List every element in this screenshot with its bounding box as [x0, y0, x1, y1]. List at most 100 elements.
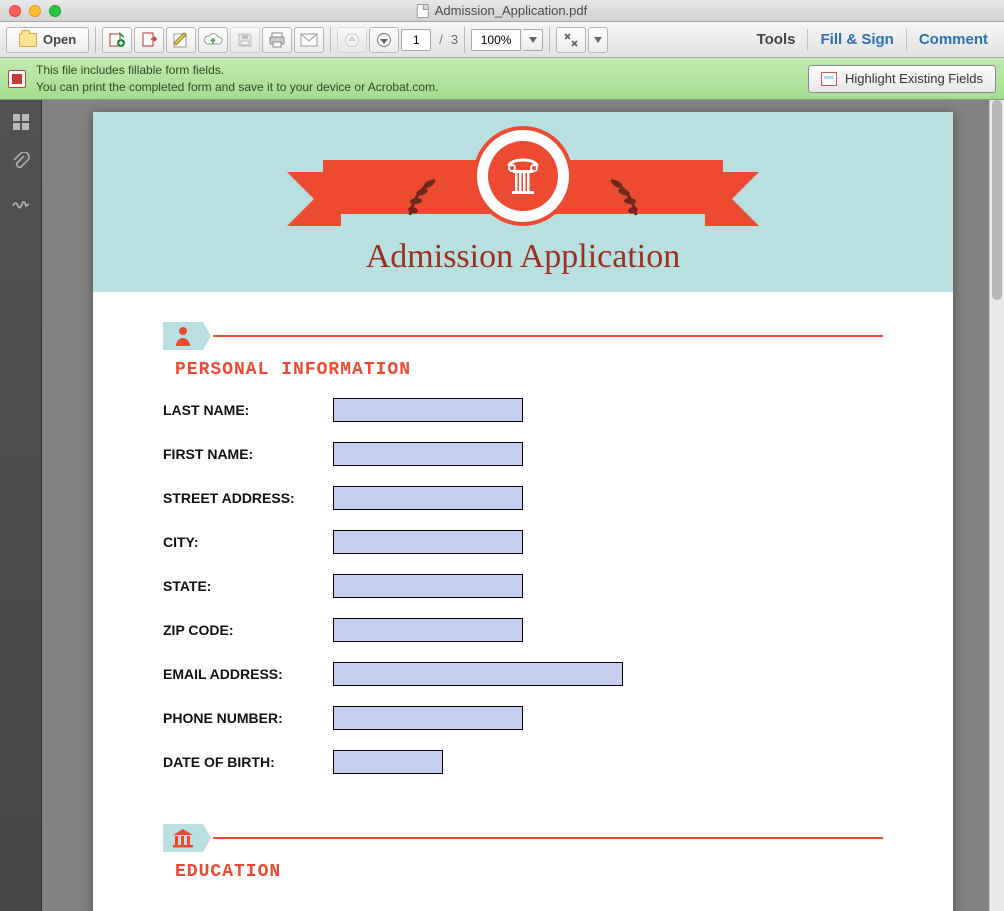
print-button[interactable] — [262, 27, 292, 53]
print-icon — [268, 32, 286, 48]
tools-panel-button[interactable]: Tools — [747, 31, 806, 48]
save-icon — [237, 32, 253, 48]
fill-sign-panel-button[interactable]: Fill & Sign — [810, 31, 903, 48]
section-badge — [163, 824, 203, 852]
document-viewer[interactable]: Admission Application PERSONAL INFORMATI… — [42, 100, 1004, 911]
section-badge — [163, 322, 203, 350]
form-field-input[interactable] — [333, 706, 523, 730]
field-row: LAST NAME: — [163, 398, 883, 422]
field-row: STATE: — [163, 574, 883, 598]
export-pdf-button[interactable] — [134, 27, 164, 53]
toolbar-divider — [906, 29, 907, 51]
edit-icon — [172, 31, 190, 49]
cloud-icon — [203, 32, 223, 48]
toolbar-separator — [330, 27, 331, 53]
laurel-right-icon — [601, 170, 651, 220]
highlight-fields-button[interactable]: Highlight Existing Fields — [808, 65, 996, 93]
export-pdf-icon — [140, 31, 158, 49]
field-row: PHONE NUMBER: — [163, 706, 883, 730]
page-total: 3 — [451, 32, 458, 47]
field-label: PHONE NUMBER: — [163, 710, 333, 726]
form-field-input[interactable] — [333, 618, 523, 642]
section-title: PERSONAL INFORMATION — [175, 360, 883, 380]
window-minimize-button[interactable] — [29, 5, 41, 17]
page-number-input[interactable] — [401, 29, 431, 51]
field-label: STREET ADDRESS: — [163, 490, 333, 506]
institution-icon — [172, 828, 194, 848]
chevron-down-icon — [594, 37, 602, 43]
open-button-label: Open — [43, 32, 76, 47]
signatures-icon[interactable] — [11, 192, 31, 212]
thumbnails-icon[interactable] — [11, 112, 31, 132]
toolbar-divider — [807, 29, 808, 51]
field-row: DATE OF BIRTH: — [163, 750, 883, 774]
document-filename: Admission_Application.pdf — [435, 3, 587, 18]
form-field-input[interactable] — [333, 750, 443, 774]
zoom-dropdown[interactable] — [523, 29, 543, 51]
window-titlebar: Admission_Application.pdf — [0, 0, 1004, 22]
cloud-button[interactable] — [198, 27, 228, 53]
toolbar-separator — [95, 27, 96, 53]
form-field-input[interactable] — [333, 486, 523, 510]
highlight-fields-label: Highlight Existing Fields — [845, 71, 983, 86]
window-close-button[interactable] — [9, 5, 21, 17]
field-label: LAST NAME: — [163, 402, 333, 418]
form-field-input[interactable] — [333, 574, 523, 598]
save-button[interactable] — [230, 27, 260, 53]
page-separator: / — [433, 32, 449, 47]
zoom-input[interactable] — [471, 29, 521, 51]
section-header — [163, 322, 883, 350]
toolbar: Open / 3 Tools Fill & Si — [0, 22, 1004, 58]
create-pdf-button[interactable] — [102, 27, 132, 53]
field-row: CITY: — [163, 530, 883, 554]
form-info-line2: You can print the completed form and sav… — [36, 79, 438, 95]
header-seal — [473, 126, 573, 226]
document-header: Admission Application — [93, 112, 953, 292]
folder-icon — [19, 33, 37, 47]
create-pdf-icon — [108, 31, 126, 49]
email-button[interactable] — [294, 27, 324, 53]
field-label: CITY: — [163, 534, 333, 550]
field-label: EMAIL ADDRESS: — [163, 666, 333, 682]
read-mode-icon — [563, 32, 579, 48]
field-label: FIRST NAME: — [163, 446, 333, 462]
form-info-bar: This file includes fillable form fields.… — [0, 58, 1004, 100]
form-field-input[interactable] — [333, 662, 623, 686]
field-row: FIRST NAME: — [163, 442, 883, 466]
form-field-input[interactable] — [333, 530, 523, 554]
field-label: STATE: — [163, 578, 333, 594]
scrollbar-thumb[interactable] — [992, 100, 1002, 300]
section-rule — [213, 837, 883, 839]
page-up-button[interactable] — [337, 27, 367, 53]
arrow-up-icon — [345, 33, 359, 47]
section-title: EDUCATION — [175, 862, 883, 882]
window-maximize-button[interactable] — [49, 5, 61, 17]
form-field-input[interactable] — [333, 398, 523, 422]
document-icon — [417, 4, 429, 18]
document-title: Admission Application — [93, 238, 953, 276]
email-icon — [300, 33, 318, 47]
toolbar-separator — [549, 27, 550, 53]
comment-panel-button[interactable]: Comment — [909, 31, 998, 48]
highlight-icon — [821, 72, 837, 86]
attachments-icon[interactable] — [11, 152, 31, 172]
page-down-button[interactable] — [369, 27, 399, 53]
section-header — [163, 824, 883, 852]
field-row: EMAIL ADDRESS: — [163, 662, 883, 686]
form-info-text: This file includes fillable form fields.… — [36, 62, 438, 94]
vertical-scrollbar[interactable] — [989, 100, 1004, 911]
navigation-sidebar — [0, 100, 42, 911]
form-field-input[interactable] — [333, 442, 523, 466]
edit-pdf-button[interactable] — [166, 27, 196, 53]
view-menu-button[interactable] — [588, 27, 608, 53]
form-info-line1: This file includes fillable form fields. — [36, 62, 438, 78]
field-row: ZIP CODE: — [163, 618, 883, 642]
read-mode-button[interactable] — [556, 27, 586, 53]
person-icon — [174, 326, 192, 346]
arrow-down-icon — [377, 33, 391, 47]
column-icon — [501, 154, 545, 198]
field-label: DATE OF BIRTH: — [163, 754, 333, 770]
toolbar-separator — [464, 27, 465, 53]
field-label: ZIP CODE: — [163, 622, 333, 638]
open-button[interactable]: Open — [6, 27, 89, 53]
